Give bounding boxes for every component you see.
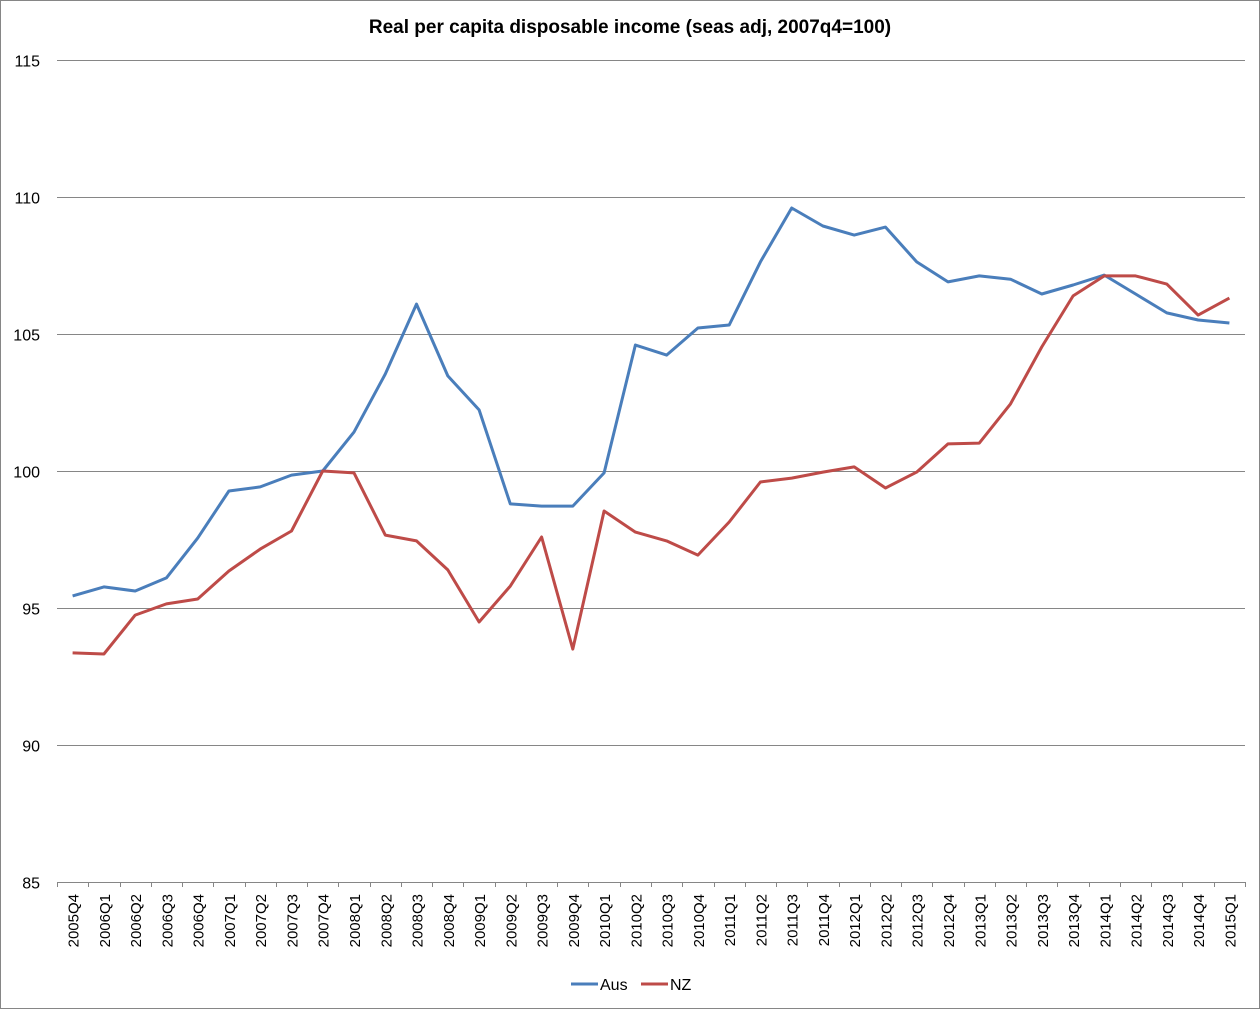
x-tick-label: 2013Q3 <box>1035 894 1052 947</box>
y-tick-label: 115 <box>14 54 40 71</box>
x-tick-label: 2011Q1 <box>722 894 739 946</box>
x-tick-label: 2015Q1 <box>1222 894 1239 947</box>
series-line-nz <box>72 274 1231 656</box>
y-tick-label: 100 <box>13 465 40 482</box>
x-tick-label: 2014Q3 <box>1160 894 1177 947</box>
x-tick-label: 2008Q2 <box>378 894 395 947</box>
legend-label: NZ <box>670 977 692 994</box>
x-tick-label: 2014Q1 <box>1097 894 1114 947</box>
x-tick-label: 2006Q4 <box>191 894 208 947</box>
y-tick-label: 95 <box>22 602 40 619</box>
x-tick-label: 2008Q4 <box>441 894 458 947</box>
x-tick-label: 2010Q1 <box>597 894 614 947</box>
x-tick-label: 2009Q1 <box>472 894 489 947</box>
y-tick-label: 110 <box>14 191 40 208</box>
x-tick-label: 2011Q3 <box>785 894 802 946</box>
x-tick-label: 2009Q2 <box>503 894 520 947</box>
x-tick-label: 2011Q4 <box>816 894 833 946</box>
x-tick-label: 2007Q3 <box>284 894 301 947</box>
x-tick-label: 2008Q3 <box>410 894 427 947</box>
x-tick-label: 2006Q3 <box>159 894 176 947</box>
x-tick-label: 2007Q2 <box>253 894 270 947</box>
x-tick-label: 2007Q1 <box>222 894 239 947</box>
legend-label: Aus <box>600 977 628 994</box>
x-tick-label: 2009Q4 <box>566 894 583 947</box>
x-tick-label: 2012Q3 <box>910 894 927 947</box>
x-tick-label: 2005Q4 <box>66 894 83 947</box>
y-tick-label: 105 <box>13 328 40 345</box>
x-tick-label: 2007Q4 <box>316 894 333 947</box>
x-tick-label: 2012Q4 <box>941 894 958 947</box>
x-tick-label: 2012Q1 <box>847 894 864 947</box>
x-tick-label: 2012Q2 <box>878 894 895 947</box>
y-tick-label: 90 <box>22 739 40 756</box>
x-tick-label: 2010Q4 <box>691 894 708 947</box>
series-line-aus <box>72 206 1230 598</box>
x-tick-label: 2006Q2 <box>128 894 145 947</box>
x-tick-label: 2013Q2 <box>1004 894 1021 947</box>
x-tick-label: 2008Q1 <box>347 894 364 947</box>
chart-title: Real per capita disposable income (seas … <box>369 17 891 38</box>
x-tick-label: 2014Q4 <box>1191 894 1208 947</box>
y-tick-label: 85 <box>22 876 40 893</box>
x-tick-label: 2006Q1 <box>97 894 114 947</box>
x-tick-label: 2013Q1 <box>972 894 989 947</box>
x-tick-label: 2010Q2 <box>628 894 645 947</box>
x-tick-label: 2009Q3 <box>535 894 552 947</box>
x-tick-label: 2010Q3 <box>660 894 677 947</box>
x-tick-label: 2013Q4 <box>1066 894 1083 947</box>
x-tick-label: 2014Q2 <box>1129 894 1146 947</box>
x-tick-label: 2011Q2 <box>753 894 770 946</box>
